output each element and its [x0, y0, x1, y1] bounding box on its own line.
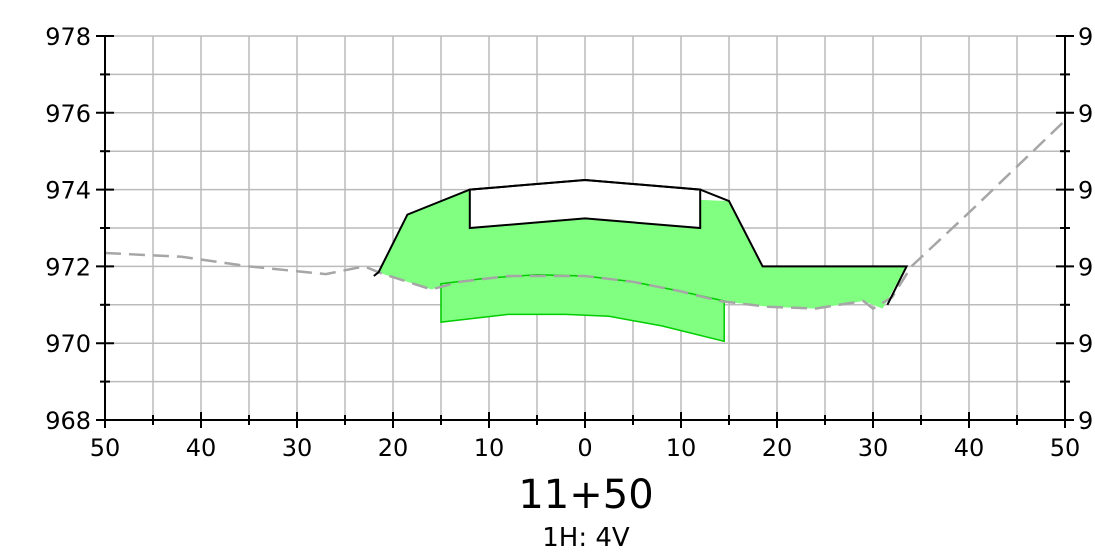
existing-ground-line — [104, 119, 1066, 311]
data-lines — [104, 119, 1066, 311]
x-tick-label: 20 — [762, 434, 793, 462]
design-section-outline — [373, 178, 909, 306]
data-areas — [378, 178, 907, 343]
x-tick-label: 10 — [474, 434, 505, 462]
x-tick-label: 10 — [666, 434, 697, 462]
y-tick-label-left: 978 — [45, 23, 91, 51]
y-tick-label-right: 9 — [1078, 23, 1093, 51]
axes — [96, 35, 1074, 428]
y-tick-label-right: 9 — [1078, 407, 1093, 435]
x-tick-label: 40 — [186, 434, 217, 462]
y-tick-label-left: 974 — [45, 177, 91, 205]
y-tick-label-right: 9 — [1078, 330, 1093, 358]
y-tick-label-right: 9 — [1078, 253, 1093, 281]
station-label: 11+50 — [518, 472, 653, 518]
x-tick-label: 0 — [577, 434, 592, 462]
y-tick-label-left: 968 — [45, 407, 91, 435]
x-tick-label: 30 — [858, 434, 889, 462]
y-tick-label-left: 976 — [45, 100, 91, 128]
y-tick-label-right: 9 — [1078, 100, 1093, 128]
x-tick-label: 40 — [954, 434, 985, 462]
y-tick-label-left: 972 — [45, 253, 91, 281]
y-tick-label-left: 970 — [45, 330, 91, 358]
scale-label: 1H: 4V — [542, 523, 630, 553]
y-tick-label-right: 9 — [1078, 177, 1093, 205]
x-tick-label: 20 — [378, 434, 409, 462]
x-tick-label: 50 — [1050, 434, 1081, 462]
x-tick-label: 50 — [90, 434, 121, 462]
tick-labels: 50 40 30 20 10 0 10 20 30 40 50 978 976 974 972 970 968 9… — [45, 23, 1093, 462]
x-tick-label: 30 — [282, 434, 313, 462]
